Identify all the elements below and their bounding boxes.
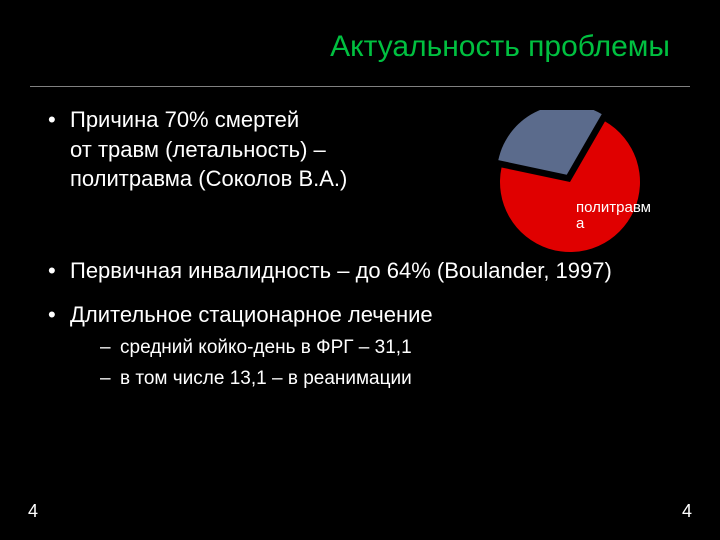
bullet-item-3: Длительное стационарное лечение средний … (48, 300, 672, 393)
sub-bullet-2: в том числе 13,1 – в реанимации (100, 366, 672, 393)
slide-title: Актуальность проблемы (0, 0, 720, 74)
title-divider (30, 86, 690, 87)
pie-chart-svg: политравма (485, 110, 660, 265)
slide-number-right: 4 (682, 501, 692, 522)
bullet-1-line-2: от травм (летальность) – (70, 137, 326, 162)
bullet-1-line-3: политравма (Соколов В.А.) (70, 166, 347, 191)
slide-number-left: 4 (28, 501, 38, 522)
bullet-3-text: Длительное стационарное лечение (70, 302, 433, 327)
main-bullet-list-2: Первичная инвалидность – до 64% (Bouland… (48, 256, 672, 393)
pie-label-line-1: политравм (576, 199, 651, 216)
pie-chart: политравма (485, 110, 660, 265)
pie-label-line-2: а (576, 215, 585, 232)
sub-bullet-1: средний койко-день в ФРГ – 31,1 (100, 335, 672, 362)
sub-bullet-list: средний койко-день в ФРГ – 31,1 в том чи… (70, 335, 672, 392)
bullet-1-line-1: Причина 70% смертей (70, 107, 299, 132)
